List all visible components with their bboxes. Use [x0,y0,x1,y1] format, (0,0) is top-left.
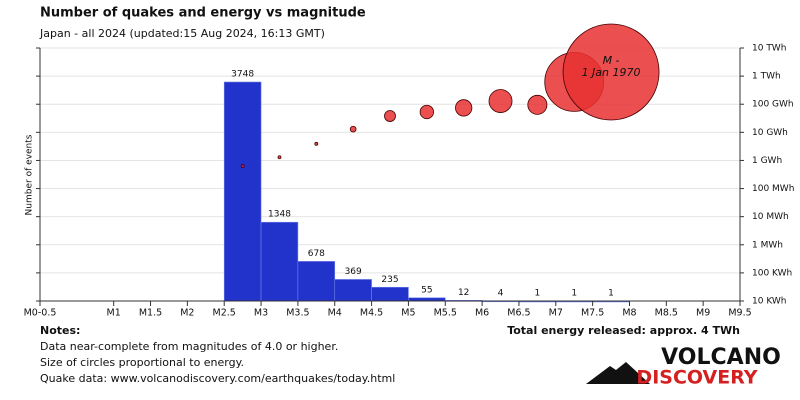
x-tick-label: M2.5 [213,308,236,319]
energy-bubble [314,141,319,146]
bar [260,221,299,302]
note: Data near-complete from magnitudes of 4.… [40,340,338,353]
data-label: 369 [345,267,362,277]
data-label: 1 [571,288,577,298]
energy-bubble [277,155,282,160]
logo-mountain [586,362,650,384]
x-tick-label: M7 [549,308,563,319]
data-label: 3748 [231,70,254,80]
y2-tick-label: 1 GWh [752,156,782,166]
energy-bubble [527,94,548,115]
energy-bubble [349,125,357,133]
energy-bubble [240,164,245,168]
bar [297,261,336,302]
note: Quake data: www.volcanodiscovery.com/ear… [40,372,395,385]
logo-text: VOLCANO [661,345,781,370]
annotation: M - [603,54,620,67]
data-label: 1348 [268,210,291,220]
energy-bubble [455,99,473,117]
energy-bubble [419,104,434,120]
y-axis-label: Number of events [25,134,35,215]
x-tick-label: M9.5 [728,308,751,319]
x-tick-label: M8.5 [655,308,678,319]
annotation: 1 Jan 1970 [582,66,641,79]
y2-tick-label: 10 KWh [752,297,787,307]
y2-tick-label: 100 GWh [752,100,794,110]
x-tick-label: M8 [622,308,636,319]
x-tick-label: M5.5 [434,308,457,319]
energy-bubble [488,89,513,113]
data-label: 55 [421,285,432,295]
logo-text: DISCOVERY [636,367,757,389]
y2-tick-label: 10 TWh [752,44,786,54]
logo: VOLCANO DISCOVERY [586,345,781,389]
data-label: 4 [498,288,504,298]
y2-tick-label: 1 MWh [752,240,783,250]
x-tick-label: M7.5 [581,308,604,319]
x-tick-label: M3.5 [286,308,309,319]
subtitle: Japan - all 2024 (updated:15 Aug 2024, 1… [39,27,325,40]
x-tick-label: M1 [107,308,121,319]
data-label: 12 [458,288,469,298]
x-tick-label: M2 [180,308,194,319]
x-tick-label: M9 [696,308,710,319]
y2-tick-label: 100 MWh [752,184,794,194]
x-tick-label: M6.5 [507,308,530,319]
x-tick-label: M0-0.5 [24,308,57,319]
x-tick-label: M4.5 [360,308,383,319]
data-label: 1 [535,288,541,298]
energy-bubble [562,23,660,121]
chart-title: Number of quakes and energy vs magnitude [40,6,366,21]
y2-tick-label: 10 GWh [752,128,788,138]
data-label: 678 [308,249,325,259]
x-tick-label: M4 [328,308,342,319]
bar [334,279,372,302]
x-tick-label: M1.5 [139,308,162,319]
y2-tick-label: 10 MWh [752,212,789,222]
bar [223,81,262,302]
y2-tick-label: 100 KWh [752,268,792,278]
x-tick-label: M5 [401,308,415,319]
total-energy: Total energy released: approx. 4 TWh [507,324,740,337]
note: Size of circles proportional to energy. [40,356,244,369]
data-label: 1 [608,288,614,298]
energy-bubble [384,110,396,122]
data-label: 235 [381,275,398,285]
x-tick-label: M3 [254,308,268,319]
notes-title: Notes: [40,324,80,337]
bar [371,286,409,302]
x-tick-label: M6 [475,308,489,319]
y2-tick-label: 1 TWh [752,72,781,82]
